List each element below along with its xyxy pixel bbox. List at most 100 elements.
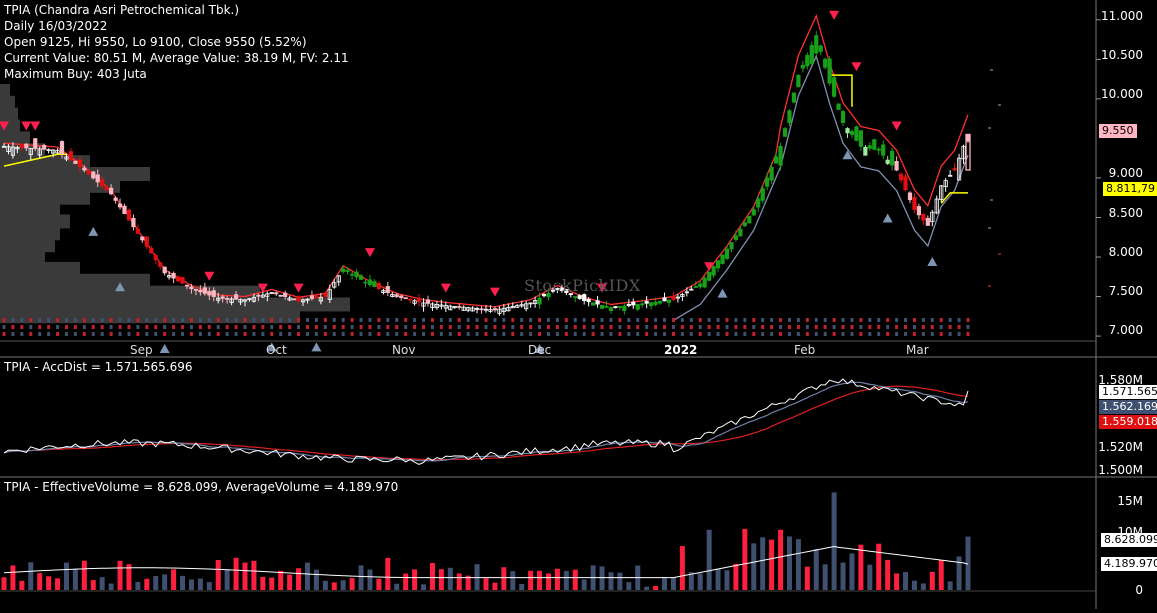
signal-dot — [73, 318, 77, 322]
signal-dot — [154, 332, 158, 336]
volume-bar — [10, 565, 16, 590]
volume-bar — [903, 572, 909, 590]
signal-dot — [707, 318, 711, 322]
buy-arrow — [311, 342, 322, 352]
candle-body — [702, 277, 707, 288]
last-candle — [965, 133, 971, 171]
candle-body — [91, 171, 96, 179]
volume-bar — [831, 492, 837, 590]
signal-dot — [91, 325, 95, 329]
candle-body — [657, 301, 663, 304]
candle-body — [510, 306, 515, 309]
signal-dot — [752, 318, 756, 322]
signal-dot — [189, 325, 193, 329]
signal-dot — [609, 325, 613, 329]
volume-bar — [867, 564, 873, 590]
signal-dot — [689, 318, 693, 322]
signal-dot — [234, 332, 238, 336]
accdist-tick: 1.520M — [1098, 440, 1143, 454]
signal-dot — [538, 325, 542, 329]
buy-arrow — [882, 213, 893, 223]
trailing-stop-yellow — [829, 74, 853, 107]
signal-dot — [484, 325, 488, 329]
candle-body — [492, 308, 498, 311]
sell-arrow — [364, 248, 375, 258]
volume-bar — [135, 581, 141, 590]
signal-dot — [796, 332, 800, 336]
signal-dot — [91, 332, 95, 336]
signal-dot — [573, 332, 577, 336]
year-label: 2022 — [664, 343, 698, 357]
candle-body — [506, 306, 511, 312]
candle-body — [466, 307, 471, 311]
sell-arrow — [891, 121, 902, 131]
candle-body — [10, 146, 16, 156]
volume-bar — [733, 563, 739, 590]
price-tick: 7.500 — [1108, 284, 1143, 298]
signal-dot — [297, 332, 301, 336]
candle-body — [242, 299, 248, 302]
signal-dot — [868, 332, 872, 336]
signal-dot — [966, 332, 970, 336]
candle-body — [247, 298, 252, 300]
signal-dot — [47, 325, 51, 329]
trailing-stop-yellow — [3, 153, 67, 167]
watermark: StockPickIDX — [524, 276, 641, 295]
signal-dot — [529, 318, 533, 322]
signal-dot — [279, 332, 283, 336]
volume-bar — [581, 579, 587, 590]
signal-dot — [939, 318, 943, 322]
signal-dot — [609, 332, 613, 336]
candle-body — [434, 304, 440, 309]
signal-dot — [127, 332, 131, 336]
month-label: Sep — [130, 343, 153, 357]
signal-dot — [654, 325, 658, 329]
signal-dot — [305, 332, 309, 336]
candle-body — [175, 276, 181, 282]
signal-dot — [404, 325, 408, 329]
signal-dot — [475, 332, 479, 336]
volume-bar — [545, 573, 551, 590]
signal-dot — [912, 318, 916, 322]
signal-dot — [600, 325, 604, 329]
signal-dot — [2, 332, 6, 336]
candle-body — [564, 289, 569, 294]
candle-body — [448, 305, 453, 311]
signal-dot — [11, 332, 15, 336]
signal-dot — [636, 325, 640, 329]
signal-dot — [341, 325, 345, 329]
volume-bar — [287, 574, 293, 590]
candle-body — [144, 236, 149, 247]
volume-bar — [956, 556, 962, 590]
candle-body — [872, 139, 877, 150]
candle-body — [720, 254, 725, 264]
signal-dot — [546, 332, 550, 336]
volume-bar — [911, 580, 917, 590]
signal-dot — [609, 318, 613, 322]
volume-profile-bar — [0, 214, 70, 229]
candle-body — [689, 288, 694, 291]
sell-arrow — [21, 121, 32, 131]
signal-dot — [734, 318, 738, 322]
month-label: Feb — [794, 343, 816, 357]
signal-dot — [64, 325, 68, 329]
signal-dot — [64, 332, 68, 336]
signal-dot — [734, 332, 738, 336]
volume-profile-bar — [0, 226, 60, 241]
signal-dot — [181, 318, 185, 322]
signal-dot — [377, 325, 381, 329]
stop-price-tag: 8.811,79 — [1103, 182, 1157, 196]
signal-dot — [770, 325, 774, 329]
sell-arrow — [829, 10, 840, 20]
candle-body — [6, 146, 11, 152]
signal-dot — [154, 325, 158, 329]
volume-bar — [760, 537, 766, 590]
volume-bar — [483, 578, 489, 590]
candle-body — [952, 168, 957, 171]
signal-dot — [520, 325, 524, 329]
signal-dot — [671, 318, 675, 322]
signal-dot — [395, 332, 399, 336]
signal-dot — [172, 332, 176, 336]
candle-body — [613, 306, 618, 309]
